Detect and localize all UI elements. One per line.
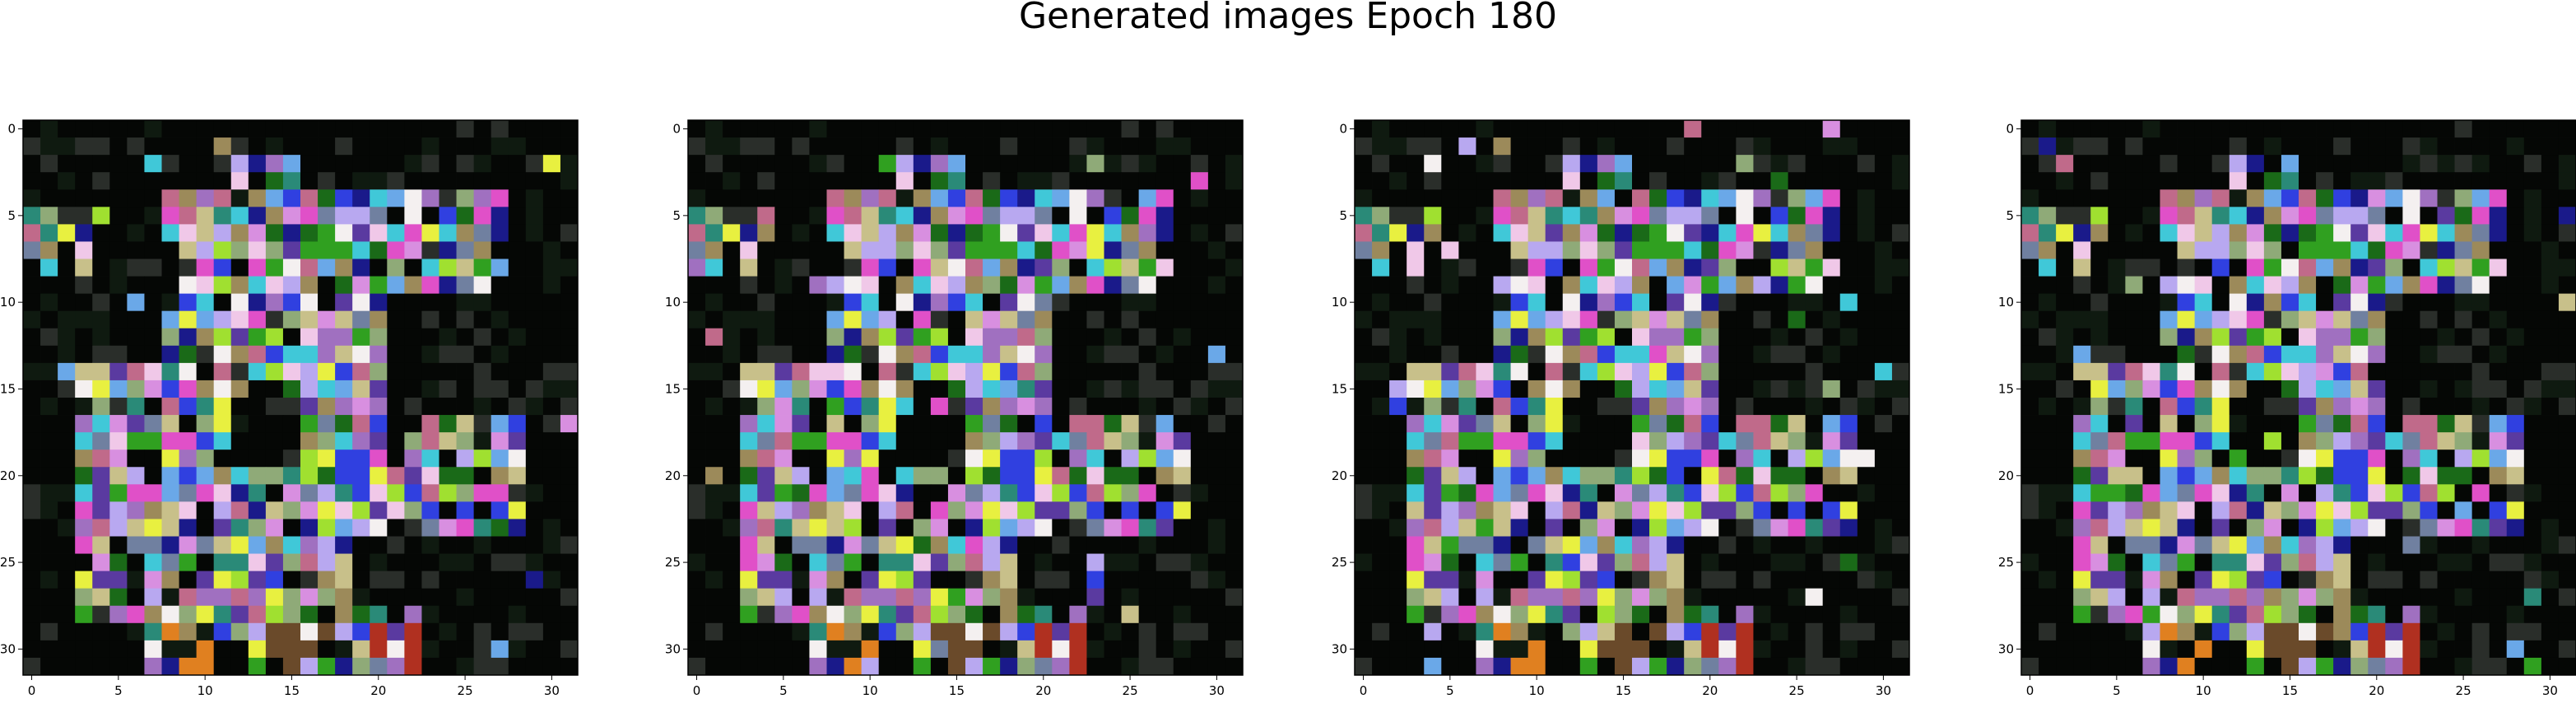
y-tick-label: 25 [665, 555, 681, 570]
x-tick-label: 10 [2196, 683, 2211, 698]
y-tick-label: 5 [2006, 208, 2014, 223]
x-tick-label: 15 [284, 683, 300, 698]
x-tick-label: 15 [2282, 683, 2298, 698]
x-tick-label: 25 [1789, 683, 1805, 698]
x-tick-label: 0 [2026, 683, 2034, 698]
generated-image-4: 0 5 10 15 20 25 30 0 5 10 15 20 25 30 [1998, 119, 2576, 708]
y-tick-label: 5 [672, 208, 681, 223]
x-tick-label: 20 [1702, 683, 1718, 698]
y-tick-label: 30 [0, 641, 16, 656]
generated-image-1: 0 5 10 15 20 25 30 0 5 10 15 20 25 30 [0, 119, 579, 708]
pixel-grid [1355, 120, 1910, 676]
y-tick-label: 0 [2006, 122, 2014, 137]
x-tick-label: 30 [544, 683, 560, 698]
y-tick-label: 25 [1998, 555, 2014, 570]
y-tick-label: 10 [665, 295, 681, 310]
y-tick-label: 10 [1332, 295, 1347, 310]
x-tick-label: 5 [2113, 683, 2121, 698]
image-axes: 0 5 10 15 20 25 30 [2020, 119, 2576, 698]
y-tick-label: 20 [665, 468, 681, 483]
y-tick-label: 15 [1998, 381, 2014, 396]
axes-frame [687, 119, 1244, 676]
y-axis: 0 5 10 15 20 25 30 [0, 122, 23, 656]
y-tick-label: 30 [1332, 641, 1347, 656]
y-tick-label: 20 [0, 468, 16, 483]
axes-frame [1354, 119, 1910, 676]
axes-frame [22, 119, 579, 676]
generated-image-3: 0 5 10 15 20 25 30 0 5 10 15 20 25 30 [1332, 119, 1911, 708]
generated-image-2: 0 5 10 15 20 25 30 0 5 10 15 20 25 30 [665, 119, 1244, 708]
y-tick-label: 0 [1339, 122, 1347, 137]
x-tick-label: 30 [1876, 683, 1891, 698]
y-tick-label: 30 [665, 641, 681, 656]
y-axis: 0 5 10 15 20 25 30 [665, 122, 688, 656]
x-tick-label: 10 [198, 683, 213, 698]
x-tick-label: 15 [949, 683, 965, 698]
axes-frame [2020, 119, 2576, 676]
x-tick-label: 10 [863, 683, 878, 698]
y-tick-label: 20 [1998, 468, 2014, 483]
x-tick-label: 20 [1035, 683, 1051, 698]
x-tick-label: 25 [2456, 683, 2471, 698]
x-tick-label: 20 [2369, 683, 2384, 698]
x-tick-label: 25 [458, 683, 473, 698]
x-tick-label: 30 [1209, 683, 1225, 698]
y-tick-label: 25 [0, 555, 16, 570]
x-tick-label: 0 [1360, 683, 1368, 698]
image-axes: 0 5 10 15 20 25 30 [1354, 119, 1910, 698]
y-tick-label: 10 [0, 295, 16, 310]
y-tick-label: 15 [665, 381, 681, 396]
x-tick-label: 5 [114, 683, 123, 698]
x-tick-label: 25 [1123, 683, 1138, 698]
y-tick-label: 20 [1332, 468, 1347, 483]
pixel-grid [2021, 120, 2576, 676]
y-tick-label: 0 [672, 122, 681, 137]
y-tick-label: 30 [1998, 641, 2014, 656]
pixel-grid [688, 120, 1244, 676]
y-tick-label: 5 [7, 208, 16, 223]
y-tick-label: 25 [1332, 555, 1347, 570]
y-tick-label: 0 [7, 122, 16, 137]
y-axis: 0 5 10 15 20 25 30 [1332, 122, 1355, 656]
y-tick-label: 15 [0, 381, 16, 396]
x-tick-label: 10 [1529, 683, 1545, 698]
x-tick-label: 15 [1616, 683, 1631, 698]
image-axes: 0 5 10 15 20 25 30 [687, 119, 1244, 698]
y-tick-label: 15 [1332, 381, 1347, 396]
y-tick-label: 5 [1339, 208, 1347, 223]
pixel-grid [23, 120, 579, 676]
x-tick-label: 30 [2542, 683, 2558, 698]
x-tick-label: 20 [370, 683, 386, 698]
y-tick-label: 10 [1998, 295, 2014, 310]
image-axes: 0 5 10 15 20 25 30 [22, 119, 579, 698]
figure-title: Generated images Epoch 180 [1018, 0, 1558, 37]
x-tick-label: 0 [28, 683, 36, 698]
x-tick-label: 5 [779, 683, 788, 698]
x-tick-label: 0 [693, 683, 701, 698]
x-tick-label: 5 [1446, 683, 1454, 698]
y-axis: 0 5 10 15 20 25 30 [1998, 122, 2021, 656]
